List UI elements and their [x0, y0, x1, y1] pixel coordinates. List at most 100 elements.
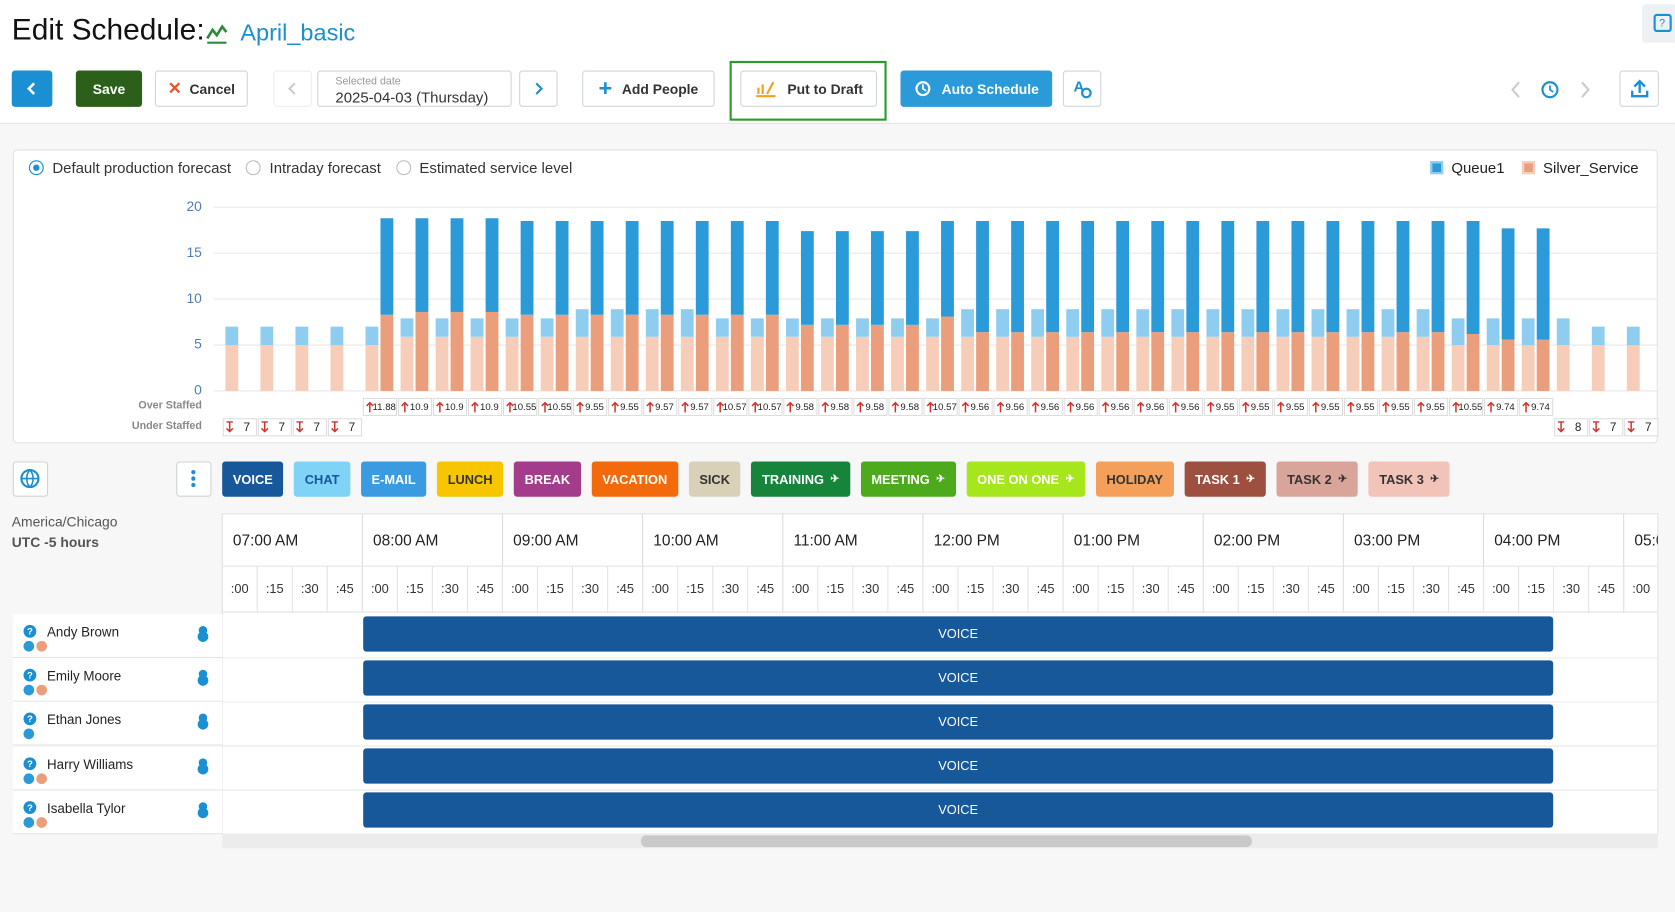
activity-chip[interactable]: TRAINING ✈: [751, 461, 851, 497]
forecast-bar: [1101, 336, 1115, 391]
staffing-value: 9.56: [1181, 402, 1200, 413]
minute-label: :45: [756, 581, 774, 596]
staffing-arrow: [891, 401, 900, 413]
legend-label: Queue1: [1451, 159, 1505, 177]
forecast-bar: [715, 318, 729, 337]
scheduled-bar: [1501, 339, 1515, 391]
scheduled-bar: [520, 221, 534, 315]
forecast-bar: [435, 318, 449, 337]
staffing-value: 9.74: [1531, 402, 1550, 413]
activity-chip[interactable]: ONE ON ONE ✈: [966, 461, 1086, 497]
scheduled-bar: [906, 324, 919, 391]
scheduled-bar: [730, 314, 744, 391]
staffing-box: [1589, 418, 1624, 437]
menu-button[interactable]: [176, 461, 212, 497]
minute-label: :30: [301, 581, 319, 596]
staffing-value: 10.9: [410, 402, 429, 413]
activity-chip[interactable]: LUNCH: [437, 461, 504, 497]
activity-chip[interactable]: TASK 3 ✈: [1368, 461, 1450, 497]
minute-label: :45: [897, 581, 915, 596]
minute-label: :00: [1072, 581, 1090, 596]
forecast-bar: [1206, 336, 1220, 391]
forecast-bar: [400, 336, 414, 391]
activity-chip[interactable]: CHAT: [294, 461, 351, 497]
activity-chip[interactable]: VOICE: [222, 461, 284, 497]
timezone-button[interactable]: [12, 461, 49, 497]
activity-chip[interactable]: TASK 2 ✈: [1276, 461, 1358, 497]
scrollbar-thumb[interactable]: [640, 835, 1252, 848]
staffing-box: [397, 397, 433, 417]
staffing-value: 10.55: [547, 402, 571, 413]
staffing-box: [573, 397, 608, 417]
schedule-name[interactable]: April_basic: [240, 19, 356, 46]
activity-label: TASK 2: [1287, 471, 1332, 487]
user-icon: [198, 713, 208, 723]
settings-button[interactable]: A: [1062, 70, 1102, 107]
add-people-button[interactable]: + Add People: [582, 70, 715, 107]
back-button[interactable]: [11, 70, 53, 107]
forecast-bar: [961, 309, 974, 337]
y-tick-label: 15: [186, 244, 202, 260]
export-button[interactable]: [1619, 70, 1659, 107]
activity-label: LUNCH: [447, 471, 493, 487]
forecast-bar: [505, 336, 519, 391]
staffing-box: [327, 418, 363, 437]
scheduled-bar: [450, 311, 464, 391]
pin-icon: ✈: [936, 473, 946, 485]
activity-chip[interactable]: HOLIDAY: [1095, 461, 1174, 497]
forecast-bar: [1171, 336, 1185, 391]
activity-chip[interactable]: MEETING ✈: [860, 461, 956, 497]
forecast-bar: [1381, 336, 1395, 391]
scheduled-bar: [1116, 332, 1130, 391]
put-to-draft-button[interactable]: Put to Draft: [740, 70, 877, 107]
staffing-box: [818, 397, 853, 417]
forecast-option[interactable]: Default production forecast: [28, 159, 231, 176]
save-button[interactable]: Save: [75, 70, 143, 107]
activity-chip[interactable]: BREAK: [513, 461, 581, 497]
staffing-arrow: [786, 401, 794, 413]
minute-label: :00: [1492, 581, 1510, 596]
staffing-arrow: [225, 421, 234, 433]
forecast-bar: [856, 336, 869, 391]
prev-date-button[interactable]: [273, 70, 312, 107]
activity-chip[interactable]: SICK: [688, 461, 741, 497]
cancel-button[interactable]: ✕ Cancel: [154, 70, 248, 107]
forecast-bar: [1521, 345, 1535, 391]
forecast-bar: [610, 309, 624, 337]
minute-label: :00: [932, 581, 950, 596]
y-tick-label: 20: [186, 198, 202, 214]
activity-label: CHAT: [304, 471, 340, 487]
forecast-bar: [1416, 309, 1430, 337]
history-controls[interactable]: [1504, 77, 1600, 103]
staffing-box: [1413, 397, 1449, 417]
scheduled-bar: [520, 314, 534, 391]
activity-chip[interactable]: E-MAIL: [360, 461, 427, 497]
help-button[interactable]: ?: [1641, 4, 1675, 43]
scheduled-bar: [1116, 221, 1130, 333]
forecast-option[interactable]: Estimated service level: [395, 159, 572, 176]
staffing-box: [1308, 397, 1344, 417]
staffing-value: 9.57: [655, 402, 674, 413]
activity-chip[interactable]: TASK 1 ✈: [1184, 461, 1266, 497]
minute-label: :15: [1247, 581, 1265, 596]
forecast-bar: [1486, 318, 1500, 346]
hour-label: 04:00 PM: [1494, 533, 1560, 550]
staffing-box: [1168, 397, 1203, 417]
agent-row: ? Isabella Tylor: [12, 790, 223, 835]
forecast-bar: [996, 309, 1010, 337]
staffing-box: [923, 397, 958, 417]
date-value: 2025-04-03 (Thursday): [335, 88, 489, 106]
forecast-bar: [505, 318, 519, 337]
forecast-option[interactable]: Intraday forecast: [246, 159, 381, 176]
next-date-button[interactable]: [519, 70, 558, 107]
staffing-arrow: [681, 401, 689, 413]
staffing-value: 10.55: [1458, 402, 1482, 413]
pin-icon: ✈: [1338, 473, 1348, 485]
staffing-arrow: [1452, 401, 1460, 413]
option-label: Intraday forecast: [269, 159, 381, 177]
activity-chip[interactable]: VACATION: [591, 461, 678, 497]
scheduled-bar: [800, 324, 814, 391]
auto-schedule-button[interactable]: Auto Schedule: [900, 70, 1053, 107]
date-picker[interactable]: Selected date 2025-04-03 (Thursday): [317, 70, 512, 107]
forecast-bar: [961, 336, 974, 391]
